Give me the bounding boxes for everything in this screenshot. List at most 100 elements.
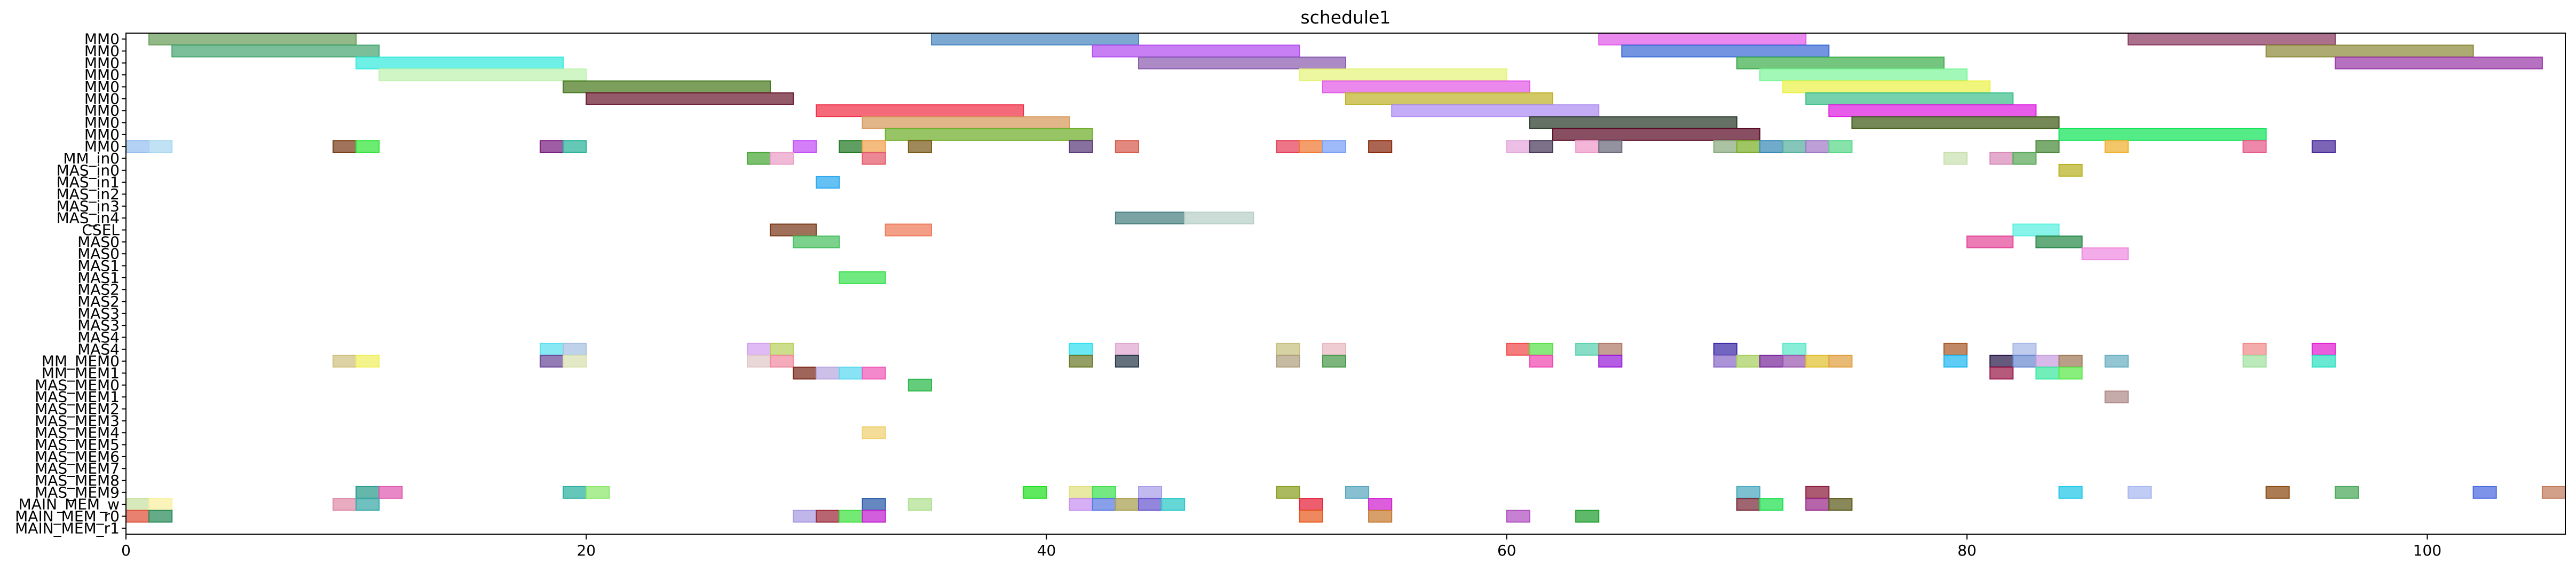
plot-frame — [125, 33, 2566, 535]
lane-label: MAIN_MEM_r1 — [15, 519, 120, 537]
task-bar — [1092, 486, 1116, 499]
task-bar — [1276, 355, 1300, 368]
task-bar — [1506, 510, 1530, 523]
task-bar — [1805, 140, 1830, 153]
lane-label: MAS1 — [77, 257, 120, 275]
task-bar — [862, 426, 886, 440]
task-bar — [862, 152, 886, 165]
task-bar — [2311, 342, 2336, 356]
lane-label: MAIN_MEM_w — [19, 496, 120, 513]
lane-label: MM0 — [84, 78, 120, 96]
task-bar — [2242, 140, 2267, 153]
task-bar — [1368, 140, 1393, 153]
task-bar — [1782, 342, 1807, 356]
task-bar — [770, 355, 794, 368]
lane-label: MAS3 — [77, 317, 120, 334]
task-bar — [125, 140, 150, 153]
task-bar — [839, 140, 863, 153]
lane-label: CSEL — [82, 221, 120, 239]
task-bar — [1345, 486, 1370, 499]
lane-label: MAS_MEM1 — [35, 388, 120, 406]
task-bar — [1736, 56, 1945, 69]
task-bar — [1782, 355, 1807, 368]
lane-label: MAS_MEM8 — [35, 472, 120, 489]
task-bar — [839, 271, 886, 284]
lane-label: MM0 — [84, 114, 120, 131]
task-bar — [1137, 56, 1347, 69]
task-bar — [171, 44, 380, 58]
task-bar — [770, 342, 794, 356]
task-bar — [333, 498, 357, 511]
lane-label: MM0 — [84, 42, 120, 60]
task-bar — [816, 176, 840, 189]
task-bar — [540, 140, 564, 153]
task-bar — [1345, 92, 1554, 105]
task-bar — [2265, 44, 2474, 58]
lane-label: MAS3 — [77, 304, 120, 322]
task-bar — [839, 366, 863, 380]
task-bar — [839, 510, 863, 523]
x-tick-label: 40 — [1037, 542, 1056, 559]
task-bar — [563, 342, 587, 356]
task-bar — [770, 152, 794, 165]
task-bar — [1529, 342, 1554, 356]
task-bar — [1299, 498, 1323, 511]
task-bar — [563, 355, 587, 368]
task-bar — [2265, 486, 2290, 499]
lane-labels: MM0MM0MM0MM0MM0MM0MM0MM0MM0MM0MM_in0MAS_… — [15, 30, 126, 537]
lane-label: MM0 — [84, 138, 120, 155]
task-bar — [148, 140, 173, 153]
task-bar — [1069, 140, 1093, 153]
task-bar — [1115, 212, 1186, 225]
task-bar — [540, 342, 564, 356]
task-bar — [1759, 68, 1968, 82]
task-bar — [1069, 342, 1093, 356]
task-bar — [1137, 486, 1163, 499]
task-bar — [1598, 342, 1623, 356]
task-bar — [1023, 486, 1047, 499]
task-bar — [1805, 92, 2014, 105]
lane-label: MAS_in3 — [57, 197, 120, 215]
task-bar — [1299, 68, 1507, 82]
task-bar — [2058, 163, 2083, 177]
task-bar — [2012, 342, 2037, 356]
task-bar — [1115, 355, 1139, 368]
task-bar — [907, 140, 932, 153]
task-bar — [1092, 44, 1300, 58]
lane-label: MAS0 — [77, 245, 120, 263]
lane-label: MAS2 — [77, 293, 120, 310]
task-bar — [1137, 498, 1163, 511]
task-bar — [2104, 390, 2129, 404]
task-bar — [1322, 355, 1346, 368]
lane-label: MAS2 — [77, 281, 120, 299]
task-bar — [2104, 355, 2129, 368]
task-bar — [2311, 140, 2336, 153]
task-bar — [747, 342, 771, 356]
task-bar — [1828, 140, 1853, 153]
task-bar — [148, 510, 173, 523]
task-bar — [1828, 355, 1853, 368]
task-bar — [1161, 498, 1186, 511]
task-bar — [1828, 498, 1853, 511]
lane-label: MM0 — [84, 102, 120, 120]
task-bar — [1989, 355, 2014, 368]
lane-label: MAS_MEM9 — [35, 483, 120, 501]
task-bar — [770, 223, 817, 237]
lane-label: MAS1 — [77, 269, 120, 286]
task-bar — [1805, 498, 1830, 511]
task-bar — [2334, 56, 2543, 69]
task-bar — [1276, 486, 1300, 499]
task-bar — [2058, 486, 2083, 499]
task-bar — [747, 152, 771, 165]
task-bar — [125, 498, 150, 511]
task-bar — [355, 486, 380, 499]
lane-label: MAS_in2 — [57, 185, 120, 203]
task-bar — [2058, 355, 2083, 368]
task-bar — [1713, 355, 1737, 368]
task-bar — [884, 128, 1093, 141]
task-bar — [930, 33, 1139, 46]
task-bar — [2242, 355, 2267, 368]
task-bar — [816, 104, 1024, 118]
task-bar — [862, 116, 1070, 129]
task-bar — [1299, 140, 1323, 153]
